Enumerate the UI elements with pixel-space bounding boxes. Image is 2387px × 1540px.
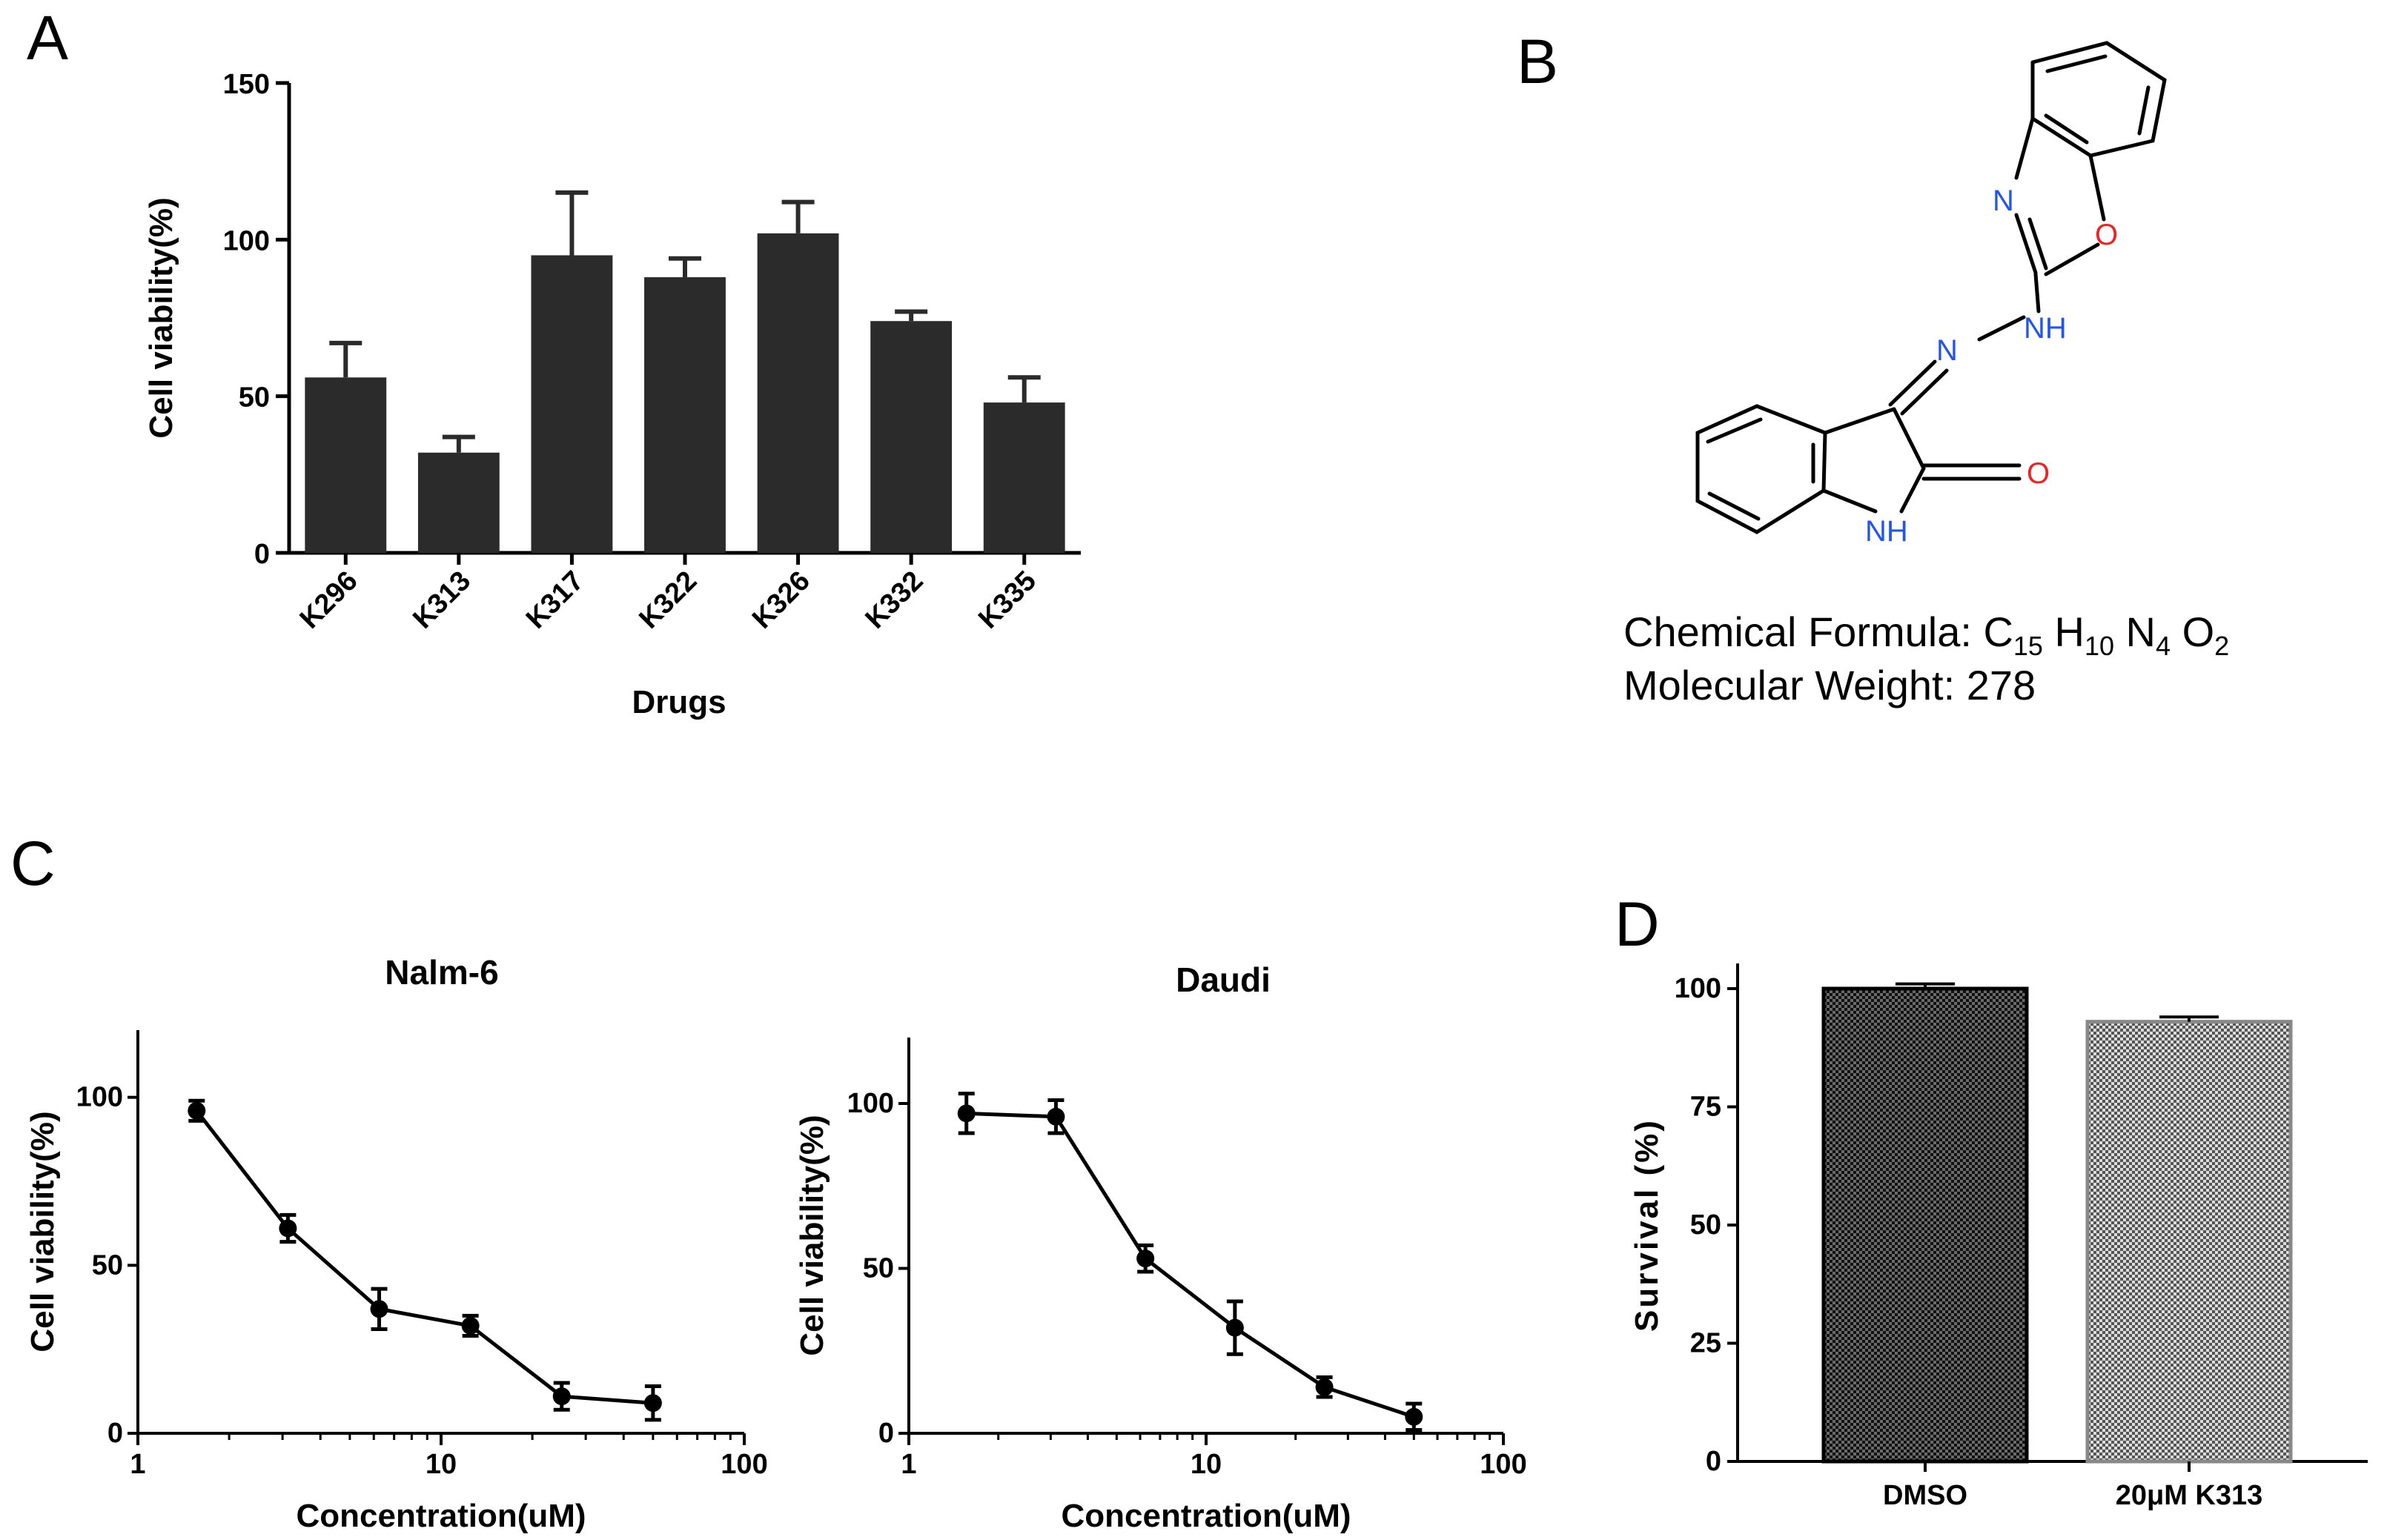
c2-x-tick-label-2: 100 — [1480, 1449, 1526, 1480]
a-bar-K332 — [870, 321, 953, 553]
c1-y-tick-label-1: 50 — [92, 1249, 123, 1281]
a-bar-K317 — [531, 255, 613, 553]
atom-nh-ring: NH — [1865, 515, 1908, 548]
panel-label-d: D — [1615, 889, 1660, 959]
chemical-structure — [1695, 41, 2167, 534]
c1-x-tick-label-0: 1 — [130, 1449, 145, 1480]
atom-n-hydrazone: N — [1936, 334, 1958, 367]
a-y-tick-label-0: 0 — [254, 539, 270, 570]
c1-point-4 — [552, 1387, 571, 1406]
c1-x-tick-label-1: 10 — [426, 1449, 457, 1480]
c2-point-5 — [1405, 1407, 1423, 1426]
a-bar-K322 — [644, 277, 726, 553]
d-y-tick-label-3: 75 — [1690, 1092, 1721, 1123]
a-bar-K296 — [305, 377, 387, 553]
panel-label-c: C — [10, 829, 56, 898]
d-bar-0 — [1821, 986, 2029, 1464]
atom-nh-hydrazone: NH — [2024, 312, 2067, 345]
a-y-axis-title: Cell viability(%) — [143, 197, 179, 438]
c1-y-axis-title: Cell viability(%) — [24, 1111, 61, 1352]
chart-d-survival: 0 25 50 75 100 DMSO 20μM K313 Survival (%) — [1629, 963, 2368, 1511]
structure-atom-labels: N O NH N O NH — [1865, 185, 2118, 548]
c1-point-3 — [461, 1316, 480, 1335]
a-y-tick-label-2: 100 — [223, 225, 270, 256]
c2-y-tick-label-2: 100 — [847, 1088, 894, 1119]
c1-x-axis-title: Concentration(uM) — [296, 1498, 586, 1534]
chart-c-daudi: 0 50 100 1 10 100 Daudi Concentration(uM) Cell v… — [794, 960, 1527, 1534]
c2-title: Daudi — [1176, 960, 1271, 999]
c2-series-line — [966, 1111, 1415, 1419]
c2-x-axis-title: Concentration(uM) — [1061, 1498, 1351, 1534]
d-y-axis-title: Survival (%) — [1629, 1118, 1665, 1332]
atom-n-ring: N — [1993, 185, 2014, 217]
panel-label-a: A — [27, 3, 68, 73]
c1-y-tick-label-0: 0 — [107, 1418, 123, 1449]
atom-o-carbonyl: O — [2027, 457, 2050, 490]
a-x-axis-title: Drugs — [632, 684, 726, 720]
c2-x-tick-label-1: 10 — [1191, 1449, 1222, 1480]
a-bar-K326 — [757, 233, 839, 553]
chart-a-drug-screen: 0 50 100 150 K296 K313 K317 K322 K326 K332 K335 Dru… — [143, 69, 1081, 720]
a-x-tick-label-K296: K296 — [294, 565, 364, 635]
a-x-tick-label-K335: K335 — [973, 565, 1042, 635]
a-x-tick-label-K326: K326 — [746, 565, 816, 635]
c2-x-tick-label-0: 1 — [901, 1449, 916, 1480]
d-y-tick-label-1: 25 — [1690, 1328, 1721, 1359]
c1-point-2 — [370, 1300, 388, 1318]
d-y-tick-label-4: 100 — [1675, 973, 1721, 1004]
a-y-tick-label-3: 150 — [223, 69, 270, 100]
d-x-tick-label-0: DMSO — [1883, 1480, 1967, 1511]
a-bar-K335 — [983, 402, 1065, 553]
c2-point-3 — [1225, 1318, 1244, 1337]
c2-point-0 — [957, 1104, 976, 1123]
c2-y-tick-label-1: 50 — [863, 1253, 894, 1284]
a-y-tick-label-1: 50 — [239, 382, 270, 414]
indolinone-benzene-ring — [1695, 404, 1827, 534]
d-bar-1 — [2085, 1020, 2293, 1464]
c1-series-line — [195, 1109, 654, 1405]
panel-label-b: B — [1517, 27, 1558, 96]
chemical-formula: Chemical Formula: C15 H10 N4 O2 — [1623, 608, 2229, 661]
chart-c-nalm6: 0 50 100 1 10 100 Nalm-6 Concentration(uM) Cell … — [24, 953, 768, 1534]
c1-y-tick-label-2: 100 — [76, 1082, 123, 1113]
a-x-tick-label-K322: K322 — [633, 565, 703, 635]
c1-point-0 — [188, 1101, 206, 1120]
atom-o-ring: O — [2095, 219, 2118, 251]
d-x-tick-label-1: 20μM K313 — [2116, 1480, 2263, 1511]
c2-point-2 — [1136, 1249, 1155, 1268]
d-y-tick-label-0: 0 — [1706, 1446, 1721, 1477]
d-y-tick-label-2: 50 — [1690, 1209, 1721, 1241]
a-x-tick-label-K317: K317 — [520, 565, 590, 635]
c2-y-axis-title: Cell viability(%) — [794, 1115, 830, 1355]
c2-point-4 — [1315, 1378, 1334, 1396]
a-x-tick-label-K313: K313 — [407, 565, 477, 635]
a-x-tick-label-K332: K332 — [860, 565, 930, 635]
c1-x-tick-label-2: 100 — [721, 1449, 767, 1480]
c1-point-5 — [643, 1394, 662, 1413]
a-bar-K313 — [417, 452, 500, 553]
c2-point-1 — [1047, 1107, 1065, 1126]
c1-point-1 — [279, 1219, 297, 1238]
molecular-weight: Molecular Weight: 278 — [1623, 662, 2036, 708]
c2-y-tick-label-0: 0 — [878, 1418, 894, 1449]
c1-title: Nalm-6 — [385, 953, 498, 992]
